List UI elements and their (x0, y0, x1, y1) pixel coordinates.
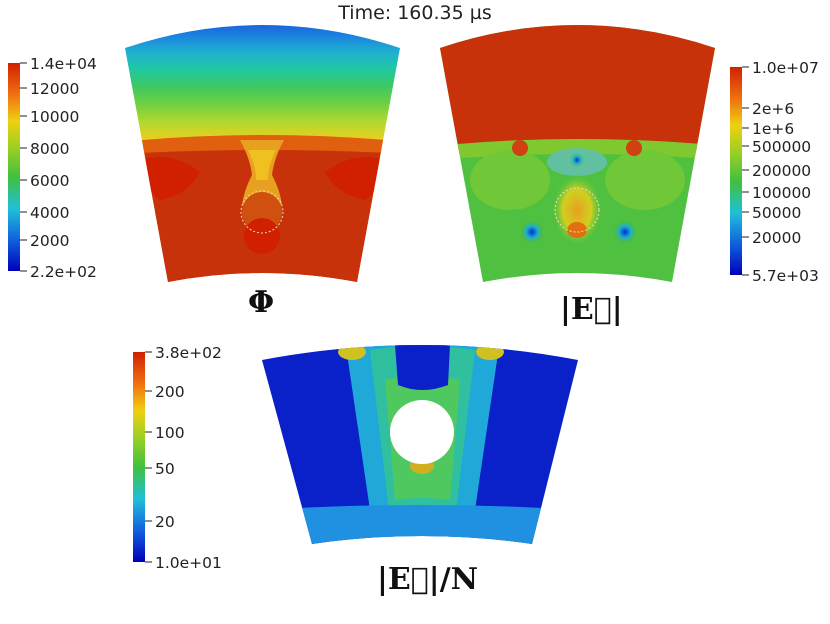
colorbar-tick-label: 6000 (30, 172, 69, 190)
colorbar-tick-label: 200 (155, 383, 185, 401)
colorbar-tick-label: 10000 (30, 108, 79, 126)
efield-label: |E⃗| (560, 292, 623, 327)
colorbar-tick-label: 200000 (752, 162, 811, 180)
phi-field-plot (125, 25, 400, 282)
colorbar-tick-label: 2000 (30, 232, 69, 250)
colorbar-min-label: 5.7e+03 (752, 267, 819, 285)
colorbar-min-label: 2.2e+02 (30, 263, 97, 281)
colorbar-max-label: 1.4e+04 (30, 55, 97, 73)
colorbar-tick-label: 20 (155, 513, 175, 531)
electric-field-plot (440, 25, 715, 282)
colorbar-tick-label: 50000 (752, 204, 801, 222)
colorbar-phi: 1.4e+04 12000 10000 8000 6000 4000 2000 2.2e+02 (8, 55, 97, 281)
colorbar-tick-label: 500000 (752, 138, 811, 156)
colorbar-max-label: 1.0e+07 (752, 59, 819, 77)
colorbar-tick-label: 20000 (752, 229, 801, 247)
colorbar-max-label: 3.8e+02 (155, 344, 222, 362)
reduced-field-plot (262, 345, 578, 544)
colorbar-tick-label: 8000 (30, 140, 69, 158)
colorbar-tick-label: 100 (155, 424, 185, 442)
colorbar-tick-label: 1e+6 (752, 120, 794, 138)
colorbar-reduced-field: 3.8e+02 200 100 50 20 1.0e+01 (133, 344, 222, 572)
plot-title: Time: 160.35 µs (338, 2, 492, 24)
reduced-field-label: |E⃗|/N (377, 562, 479, 597)
colorbar-tick-label: 50 (155, 460, 175, 478)
colorbar-tick-label: 2e+6 (752, 100, 794, 118)
colorbar-tick-label: 12000 (30, 80, 79, 98)
phi-label: Φ (248, 285, 275, 320)
colorbar-tick-label: 4000 (30, 204, 69, 222)
colorbar-min-label: 1.0e+01 (155, 554, 222, 572)
colorbar-tick-label: 100000 (752, 184, 811, 202)
